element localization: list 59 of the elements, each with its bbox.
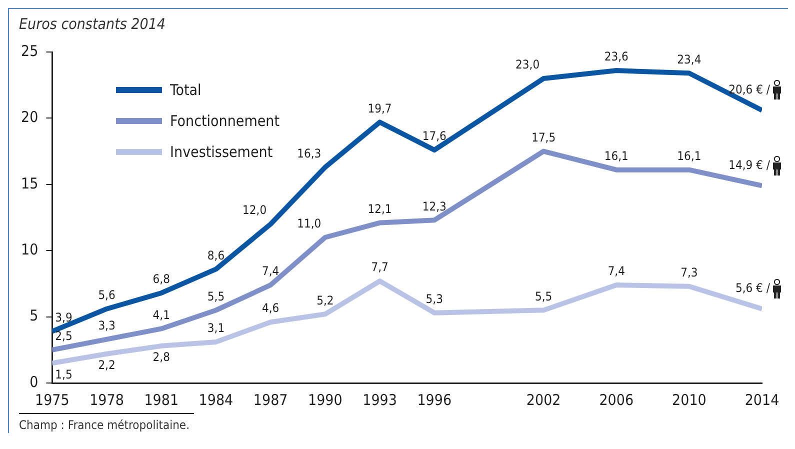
data-label: 7,4 [608, 264, 626, 278]
data-label: 17,6 [422, 129, 447, 144]
x-tick-label: 1996 [417, 390, 452, 409]
x-tick-label: 1987 [253, 390, 288, 409]
data-label: 12,1 [368, 202, 392, 216]
legend-label: Fonctionnement [170, 112, 280, 130]
data-label: 19,7 [368, 101, 392, 116]
data-label: 16,3 [297, 146, 322, 160]
data-label: 17,5 [532, 130, 556, 144]
data-label: 16,1 [604, 148, 628, 163]
data-label: 23,6 [604, 50, 629, 64]
y-tick-label: 10 [20, 240, 38, 258]
data-label: 7,4 [262, 264, 280, 278]
y-tick-label: 20 [20, 108, 38, 126]
data-label: 1,5 [55, 367, 72, 382]
data-label: 5,3 [426, 292, 443, 306]
data-label: 8,6 [207, 248, 225, 262]
data-label: 2,2 [98, 358, 116, 372]
y-tick-label: 0 [30, 372, 38, 391]
text: Champ : France métropolitaine. [19, 413, 194, 432]
legend-label: Total [170, 80, 202, 98]
data-label: 20,6 € / [728, 82, 770, 96]
data-label: 7,7 [371, 260, 388, 274]
x-tick-label: 1975 [34, 390, 70, 409]
data-label: 12,0 [242, 203, 267, 218]
y-tick-label: 15 [20, 174, 38, 192]
data-label: 3,9 [55, 310, 72, 324]
data-label: 4,1 [152, 308, 170, 322]
data-label: 4,6 [262, 301, 280, 316]
data-label: 7,3 [680, 265, 698, 280]
x-tick-label: 1981 [144, 390, 179, 409]
legend-label: Investissement [170, 142, 273, 160]
x-tick-label: 1978 [90, 390, 124, 409]
data-label: 11,0 [297, 216, 322, 230]
y-axis-title: Euros constants 2014 [18, 14, 167, 35]
x-tick-label: 1984 [198, 390, 234, 409]
data-label: 6,8 [152, 272, 170, 286]
data-label: 12,3 [422, 199, 446, 214]
data-label: 5,6 [98, 288, 116, 302]
data-label: 14,9 € / [728, 158, 770, 172]
x-tick-label: 2002 [526, 390, 561, 409]
data-label: 5,6 € / [735, 280, 770, 295]
y-tick-label: 25 [20, 42, 38, 60]
data-label: 5,5 [207, 289, 225, 304]
data-label: 5,5 [535, 289, 552, 304]
data-label: 5,2 [316, 293, 334, 308]
data-label: 3,1 [207, 321, 225, 336]
data-label: 23,4 [677, 52, 702, 66]
data-label: 2,5 [55, 329, 72, 344]
data-label: 16,1 [677, 148, 702, 163]
x-tick-label: 1993 [362, 390, 397, 409]
data-label: 2,8 [152, 350, 170, 364]
y-tick-label: 5 [30, 306, 38, 325]
x-tick-label: 2006 [599, 390, 634, 409]
x-tick-label: 2014 [744, 390, 780, 409]
data-label: 23,0 [516, 58, 540, 72]
data-label: 3,3 [98, 318, 116, 332]
x-tick-label: 1990 [308, 390, 342, 409]
x-tick-label: 2010 [672, 390, 706, 409]
